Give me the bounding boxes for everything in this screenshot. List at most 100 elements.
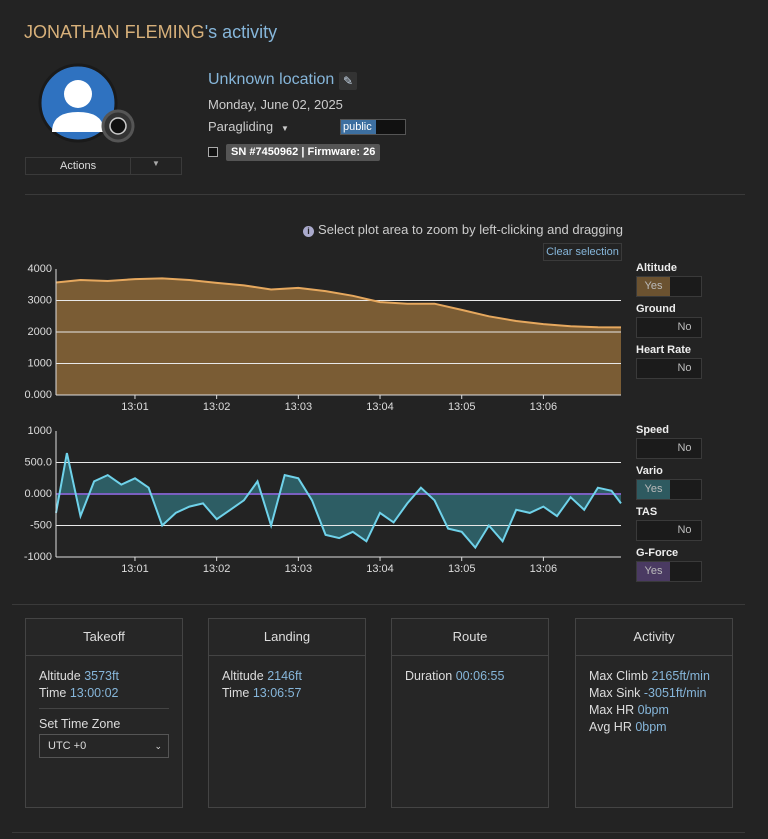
x-tick-label: 13:04 (366, 563, 394, 575)
toggle-switch[interactable]: No (636, 520, 702, 541)
charts: 0.000 1000 2000 3000 4000 13:01 13:02 13:03 13:0… (24, 263, 622, 575)
toggle-state: No (677, 524, 692, 536)
card-title: Takeoff (26, 619, 182, 656)
x-tick-label: 13:06 (530, 563, 558, 575)
timezone-value: UTC +0 (48, 740, 87, 752)
toggle-switch[interactable]: Yes (636, 561, 702, 582)
x-tick-label: 13:03 (285, 563, 313, 575)
device-checkbox[interactable] (208, 147, 218, 157)
timezone-select[interactable]: UTC +0 ⌄ (39, 734, 169, 758)
area-line (55, 452, 622, 550)
row-label: Max Climb (589, 669, 649, 683)
toggle-state: Yes (637, 562, 670, 581)
x-tick-label: 13:01 (121, 563, 149, 575)
card-row: Avg HR 0bpm (589, 720, 667, 734)
y-tick-label: 4000 (28, 263, 52, 275)
row-label: Max Sink (589, 686, 641, 700)
clear-selection-label: Clear selection (546, 246, 619, 258)
row-value: 2146ft (267, 669, 302, 683)
summary-card: Landing Altitude 2146ft Time 13:06:57 (208, 618, 366, 808)
x-tick-label: 13:03 (285, 401, 313, 413)
toggle-label: Ground (636, 303, 676, 315)
summary-card: Takeoff Altitude 3573ft Time 13:00:02 Set T… (25, 618, 183, 808)
y-tick-label: -500 (30, 519, 52, 531)
hint: i Select plot area to zoom by left-clicki… (303, 222, 623, 237)
toggle-switch[interactable]: No (636, 358, 702, 379)
area-fill (56, 453, 621, 548)
y-tick-label: 0.000 (24, 389, 52, 401)
row-value: 0bpm (635, 720, 667, 734)
toggle-state: Yes (637, 277, 670, 296)
y-tick-label: 0.000 (24, 488, 52, 500)
x-tick-label: 13:05 (448, 401, 476, 413)
actions-button[interactable]: Actions ▼ (25, 157, 182, 175)
toggle-label: Speed (636, 424, 670, 436)
toggle-label: G-Force (636, 547, 679, 559)
y-tick-label: 1000 (28, 425, 52, 437)
card-row: Time 13:06:57 (222, 686, 301, 700)
edit-button[interactable]: ✎ (339, 72, 357, 90)
toggle-state: No (677, 442, 692, 454)
x-tick-label: 13:05 (448, 563, 476, 575)
card-row: Max Sink -3051ft/min (589, 686, 706, 700)
toggle-switch[interactable]: No (636, 438, 702, 459)
card-row: Time 13:00:02 (39, 686, 118, 700)
toggle-state: No (677, 362, 692, 374)
card-row: Max HR 0bpm (589, 703, 669, 717)
toggle-label: Heart Rate (636, 344, 692, 356)
row-label: Duration (405, 669, 453, 683)
row-value: 13:06:57 (252, 686, 302, 700)
hint-text: Select plot area to zoom by left-clickin… (318, 222, 623, 237)
y-tick-label: 500.0 (24, 456, 52, 468)
card-row: Duration 00:06:55 (405, 669, 504, 683)
area-fill (56, 278, 621, 395)
sport-dropdown[interactable]: Paragliding ▼ (208, 119, 289, 134)
visibility: public (341, 120, 376, 134)
card-row: Max Climb 2165ft/min (589, 669, 710, 683)
toggle-switch[interactable]: Yes (636, 479, 702, 500)
divider (12, 604, 745, 605)
x-tick-label: 13:02 (203, 563, 231, 575)
x-tick-label: 13:01 (121, 401, 149, 413)
card-title: Route (392, 619, 548, 656)
row-value: 2165ft/min (651, 669, 710, 683)
row-value: 0bpm (637, 703, 669, 717)
row-label: Altitude (222, 669, 264, 683)
toggle-state: No (677, 321, 692, 333)
card-row: Altitude 2146ft (222, 669, 302, 683)
card-divider (39, 708, 169, 709)
y-tick-label: 2000 (28, 326, 52, 338)
area-line (55, 277, 622, 329)
location: Unknown location (208, 71, 335, 88)
row-value: 00:06:55 (455, 669, 505, 683)
user-name: JONATHAN FLEMING (24, 22, 205, 42)
row-label: Time (39, 686, 67, 700)
row-label: Avg HR (589, 720, 632, 734)
card-title: Activity (576, 619, 732, 656)
toggle-switch[interactable]: No (636, 317, 702, 338)
date: Monday, June 02, 2025 (208, 97, 343, 112)
visibility-toggle[interactable]: public (340, 119, 406, 135)
toggle-switch[interactable]: Yes (636, 276, 702, 297)
timezone-label: Set Time Zone (39, 717, 121, 731)
row-label: Altitude (39, 669, 81, 683)
device-badge: SN #7450962 | Firmware: 26 (226, 144, 381, 161)
row-label: Time (222, 686, 250, 700)
y-tick-label: -1000 (24, 551, 52, 563)
x-tick-label: 13:02 (203, 401, 231, 413)
select-arrow: ⌄ (154, 741, 162, 751)
clear-selection-button[interactable]: Clear selection (543, 243, 622, 261)
summary-card: Activity Max Climb 2165ft/min Max Sink -30… (575, 618, 733, 808)
toggle-label: Altitude (636, 262, 677, 274)
row-value: 3573ft (84, 669, 119, 683)
toggle-label: TAS (636, 506, 658, 518)
card-title: Landing (209, 619, 365, 656)
toggle-state: Yes (637, 480, 670, 499)
summary-card: Route Duration 00:06:55 (391, 618, 549, 808)
row-value: 13:00:02 (69, 686, 119, 700)
page-title: JONATHAN FLEMING's activity (24, 22, 277, 43)
y-tick-label: 1000 (28, 357, 52, 369)
toggle-label: Vario (636, 465, 663, 477)
title-suffix: 's activity (204, 22, 278, 42)
